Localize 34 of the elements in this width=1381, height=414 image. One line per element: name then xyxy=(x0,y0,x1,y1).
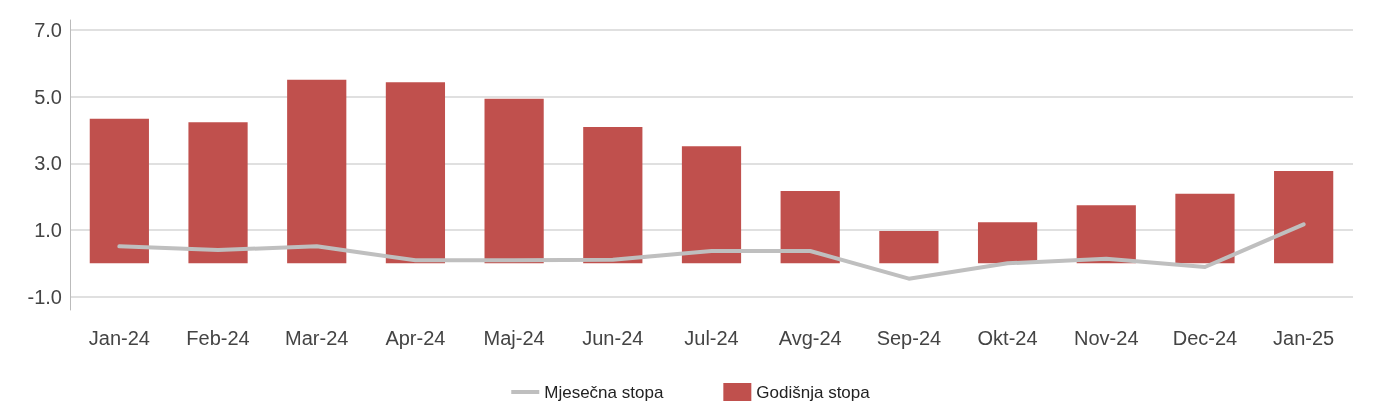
bar xyxy=(385,82,446,264)
x-tick-label: Avg-24 xyxy=(778,327,842,349)
y-tick-label: 7.0 xyxy=(34,19,62,41)
x-tick-label: Jul-24 xyxy=(684,327,739,349)
x-tick-label: Nov-24 xyxy=(1074,327,1139,349)
bar xyxy=(1274,171,1334,264)
x-tick-label: Jan-25 xyxy=(1273,327,1335,349)
bar xyxy=(780,191,840,264)
line-series xyxy=(117,222,1306,281)
x-tick-label: Feb-24 xyxy=(186,327,250,349)
legend-label: Mjesečna stopa xyxy=(544,382,664,402)
x-tick-label: Mar-24 xyxy=(285,327,349,349)
legend-label: Godišnja stopa xyxy=(756,382,871,402)
x-tick-label: Dec-24 xyxy=(1172,327,1238,349)
x-tick-label: Sep-24 xyxy=(876,327,942,349)
x-tick-label: Okt-24 xyxy=(977,327,1038,349)
x-tick-label: Maj-24 xyxy=(483,327,545,349)
bar xyxy=(1175,193,1235,264)
y-tick-label: 1.0 xyxy=(34,219,62,241)
y-tick-label: 3.0 xyxy=(34,152,62,175)
bar xyxy=(879,231,939,264)
x-tick-label: Apr-24 xyxy=(385,327,446,349)
y-tick-label: 5.0 xyxy=(34,85,62,108)
x-tick-label: Jan-24 xyxy=(88,327,150,349)
bar xyxy=(681,146,742,264)
bar xyxy=(977,222,1038,264)
y-tick-label: -1.0 xyxy=(27,285,62,308)
bar xyxy=(484,98,544,264)
bar xyxy=(1076,205,1136,264)
bar xyxy=(89,118,149,264)
bar xyxy=(188,122,248,264)
bar xyxy=(287,79,347,264)
x-tick-label: Jun-24 xyxy=(582,327,644,349)
bar xyxy=(583,127,643,264)
